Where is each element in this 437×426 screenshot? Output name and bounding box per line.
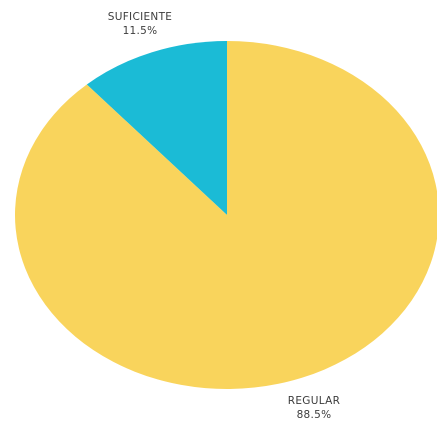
label-regular-name: REGULAR (288, 395, 340, 407)
label-suficiente-value: 11.5% (123, 25, 158, 37)
pie-slice-regular (14, 41, 437, 389)
label-regular-value: 88.5% (297, 409, 332, 421)
label-suficiente-name: SUFICIENTE (108, 11, 172, 23)
pie-slice-suficiente (86, 41, 227, 215)
pie-slices (14, 41, 437, 389)
